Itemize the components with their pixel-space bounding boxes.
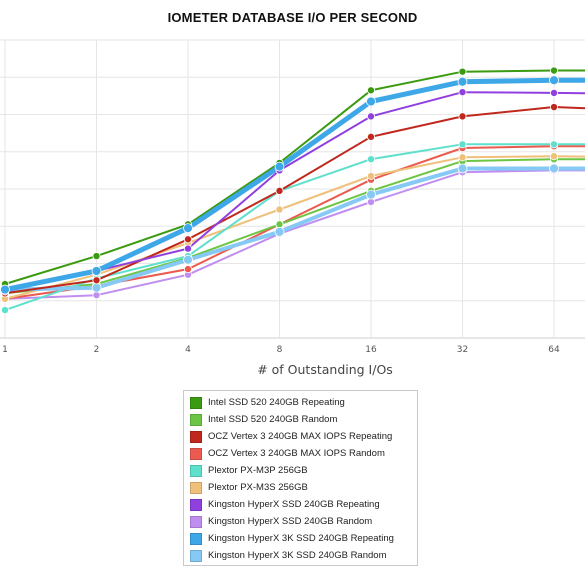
data-point bbox=[274, 161, 285, 172]
legend-label: Intel SSD 520 240GB Repeating bbox=[208, 397, 345, 408]
data-point bbox=[366, 96, 376, 107]
legend-label: Kingston HyperX SSD 240GB Repeating bbox=[208, 499, 380, 510]
x-tick-label: 32 bbox=[457, 345, 468, 355]
data-point bbox=[366, 86, 375, 95]
legend-swatch bbox=[190, 396, 202, 409]
data-point bbox=[458, 153, 467, 162]
legend-item: OCZ Vertex 3 240GB MAX IOPS Repeating bbox=[190, 428, 411, 445]
x-axis-label: # of Outstanding I/Os bbox=[257, 362, 393, 377]
legend-swatch bbox=[190, 464, 202, 477]
legend-item: Kingston HyperX SSD 240GB Random bbox=[190, 513, 411, 530]
legend-swatch bbox=[190, 498, 202, 511]
data-point bbox=[92, 252, 101, 261]
data-point bbox=[549, 163, 559, 174]
legend-swatch bbox=[190, 549, 202, 562]
legend-item: Plextor PX-M3P 256GB bbox=[190, 462, 411, 479]
chart-title: IOMETER DATABASE I/O PER SECOND bbox=[167, 10, 418, 25]
legend-label: Intel SSD 520 240GB Random bbox=[208, 414, 338, 425]
legend-label: OCZ Vertex 3 240GB MAX IOPS Repeating bbox=[208, 431, 393, 442]
legend-label: Kingston HyperX 3K SSD 240GB Repeating bbox=[208, 533, 394, 544]
line-chart: 1248163264128 # of Outstanding I/Os bbox=[0, 39, 585, 377]
data-point bbox=[366, 189, 376, 200]
data-point bbox=[458, 88, 467, 97]
data-point bbox=[92, 291, 101, 300]
legend-item: Plextor PX-M3S 256GB bbox=[190, 479, 411, 496]
data-point bbox=[91, 266, 102, 276]
legend-item: Kingston HyperX SSD 240GB Repeating bbox=[190, 496, 411, 513]
data-point bbox=[1, 306, 9, 315]
data-point bbox=[550, 66, 559, 75]
series-points bbox=[0, 66, 559, 315]
data-point bbox=[366, 198, 375, 207]
series-lines bbox=[4, 69, 585, 312]
legend-label: OCZ Vertex 3 240GB MAX IOPS Random bbox=[208, 448, 385, 459]
data-point bbox=[366, 112, 375, 121]
legend-item: Intel SSD 520 240GB Random bbox=[190, 411, 411, 428]
x-tick-label: 2 bbox=[94, 345, 100, 355]
x-tick-label: 1 bbox=[2, 345, 8, 355]
data-point bbox=[457, 163, 468, 174]
legend-label: Plextor PX-M3S 256GB bbox=[208, 482, 308, 493]
legend-swatch bbox=[190, 532, 202, 545]
data-point bbox=[458, 140, 467, 149]
series-line bbox=[4, 91, 585, 293]
series-line bbox=[4, 77, 585, 293]
data-point bbox=[274, 226, 285, 237]
data-point bbox=[275, 186, 284, 195]
data-point bbox=[550, 88, 559, 97]
legend-label: Kingston HyperX SSD 240GB Random bbox=[208, 516, 373, 527]
legend-label: Plextor PX-M3P 256GB bbox=[208, 465, 308, 476]
data-point bbox=[275, 220, 284, 229]
data-point bbox=[0, 284, 10, 295]
legend-item: OCZ Vertex 3 240GB MAX IOPS Random bbox=[190, 445, 411, 462]
data-point bbox=[366, 171, 375, 180]
legend-swatch bbox=[190, 481, 202, 494]
data-point bbox=[183, 254, 193, 265]
x-tick-label: 8 bbox=[277, 345, 283, 355]
data-point bbox=[183, 223, 193, 234]
chart-grid bbox=[0, 39, 585, 339]
series-line bbox=[4, 169, 585, 300]
data-point bbox=[366, 155, 375, 164]
data-point bbox=[550, 140, 559, 149]
legend-item: Kingston HyperX 3K SSD 240GB Random bbox=[190, 547, 411, 564]
legend-swatch bbox=[190, 430, 202, 443]
series-line bbox=[4, 106, 585, 295]
legend-swatch bbox=[190, 447, 202, 460]
legend-swatch bbox=[190, 413, 202, 426]
data-point bbox=[183, 235, 192, 244]
series-line bbox=[4, 155, 585, 300]
data-point bbox=[183, 265, 192, 274]
x-axis-ticks: 1248163264128 bbox=[2, 345, 560, 355]
data-point bbox=[91, 282, 102, 293]
data-point bbox=[92, 276, 101, 285]
data-point bbox=[366, 132, 375, 141]
legend-swatch bbox=[190, 515, 202, 528]
legend-item: Intel SSD 520 240GB Repeating bbox=[190, 394, 411, 411]
chart-legend: Intel SSD 520 240GB Repeating Intel SSD 5… bbox=[183, 390, 418, 566]
data-point bbox=[549, 75, 559, 86]
data-point bbox=[183, 244, 192, 253]
data-point bbox=[550, 103, 559, 112]
data-point bbox=[275, 205, 284, 214]
data-point bbox=[457, 76, 468, 87]
data-point bbox=[550, 152, 559, 161]
series-line bbox=[4, 69, 585, 285]
series-line bbox=[4, 166, 585, 292]
x-tick-label: 16 bbox=[365, 345, 377, 355]
data-point bbox=[458, 67, 467, 76]
series-line bbox=[4, 158, 585, 295]
legend-label: Kingston HyperX 3K SSD 240GB Random bbox=[208, 550, 387, 561]
data-point bbox=[458, 112, 467, 121]
x-tick-label: 4 bbox=[185, 345, 191, 355]
series-line bbox=[4, 143, 585, 312]
x-tick-label: 64 bbox=[548, 345, 560, 355]
legend-item: Kingston HyperX 3K SSD 240GB Repeating bbox=[190, 530, 411, 547]
